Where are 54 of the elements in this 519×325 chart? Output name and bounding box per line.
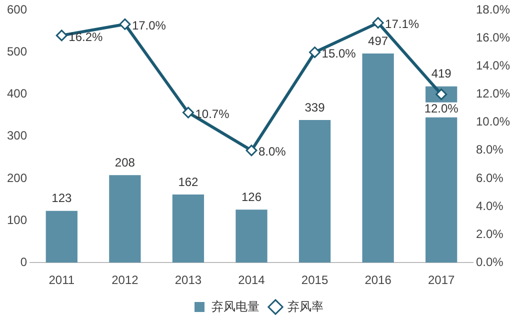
- bar: [109, 175, 141, 263]
- y2-tick-label: 16.0%: [476, 30, 510, 45]
- bar: [298, 120, 331, 263]
- point: [56, 30, 68, 42]
- y2-tick-label: 4.0%: [476, 198, 504, 213]
- data-label: 162: [178, 174, 199, 189]
- point: [182, 106, 194, 118]
- data-label: 339: [304, 100, 326, 114]
- bar: [236, 210, 268, 263]
- y-tick-label: 600: [6, 2, 28, 17]
- bar: [362, 54, 394, 263]
- y2-tick-label: 10.0%: [476, 114, 510, 129]
- bar: [426, 86, 458, 263]
- y2-tick-label: 8.0%: [476, 142, 504, 157]
- y-tick-label: 0: [20, 254, 28, 269]
- data-label: 15.0%: [322, 46, 356, 61]
- y2-tick-label: 18.0%: [476, 2, 510, 17]
- bar: [46, 210, 78, 263]
- point: [246, 144, 258, 156]
- y-tick-label: 200: [6, 170, 28, 185]
- x-tick-label: 2012: [112, 273, 139, 288]
- x-tick-label: 2011: [48, 273, 75, 288]
- y-tick-label: 500: [6, 44, 28, 59]
- bar: [172, 194, 204, 263]
- x-tick-label: 2016: [364, 273, 392, 288]
- y-tick-label: 100: [6, 212, 28, 227]
- data-label: 8.0%: [258, 144, 286, 159]
- y2-tick-label: 12.0%: [476, 86, 510, 101]
- legend-label: 弃风率: [288, 299, 324, 314]
- data-label: 497: [368, 34, 388, 48]
- data-label: 10.7%: [195, 106, 230, 121]
- point: [436, 88, 448, 100]
- y-tick-label: 300: [6, 128, 28, 143]
- data-label: 123: [52, 191, 72, 206]
- y-tick-label: 400: [6, 86, 28, 101]
- legend-label: 弃风电量: [212, 299, 260, 314]
- data-label: 16.2%: [68, 30, 104, 44]
- y2-tick-label: 6.0%: [476, 170, 504, 185]
- y2-tick-label: 14.0%: [476, 58, 510, 73]
- data-label: 419: [431, 66, 452, 81]
- y2-tick-label: 2.0%: [476, 226, 504, 241]
- x-tick-label: 2013: [174, 273, 202, 288]
- point: [309, 46, 321, 58]
- x-tick-label: 2017: [428, 273, 456, 288]
- data-label: 126: [241, 190, 262, 204]
- data-label: 208: [114, 155, 136, 170]
- data-label: 17.0%: [132, 18, 166, 33]
- point: [119, 18, 131, 30]
- data-label: 17.1%: [385, 17, 420, 32]
- point: [372, 17, 384, 29]
- x-tick-label: 2014: [238, 273, 266, 288]
- data-label: 12.0%: [424, 102, 459, 116]
- x-tick-label: 2015: [301, 273, 328, 288]
- y2-tick-label: 0.0%: [476, 254, 504, 269]
